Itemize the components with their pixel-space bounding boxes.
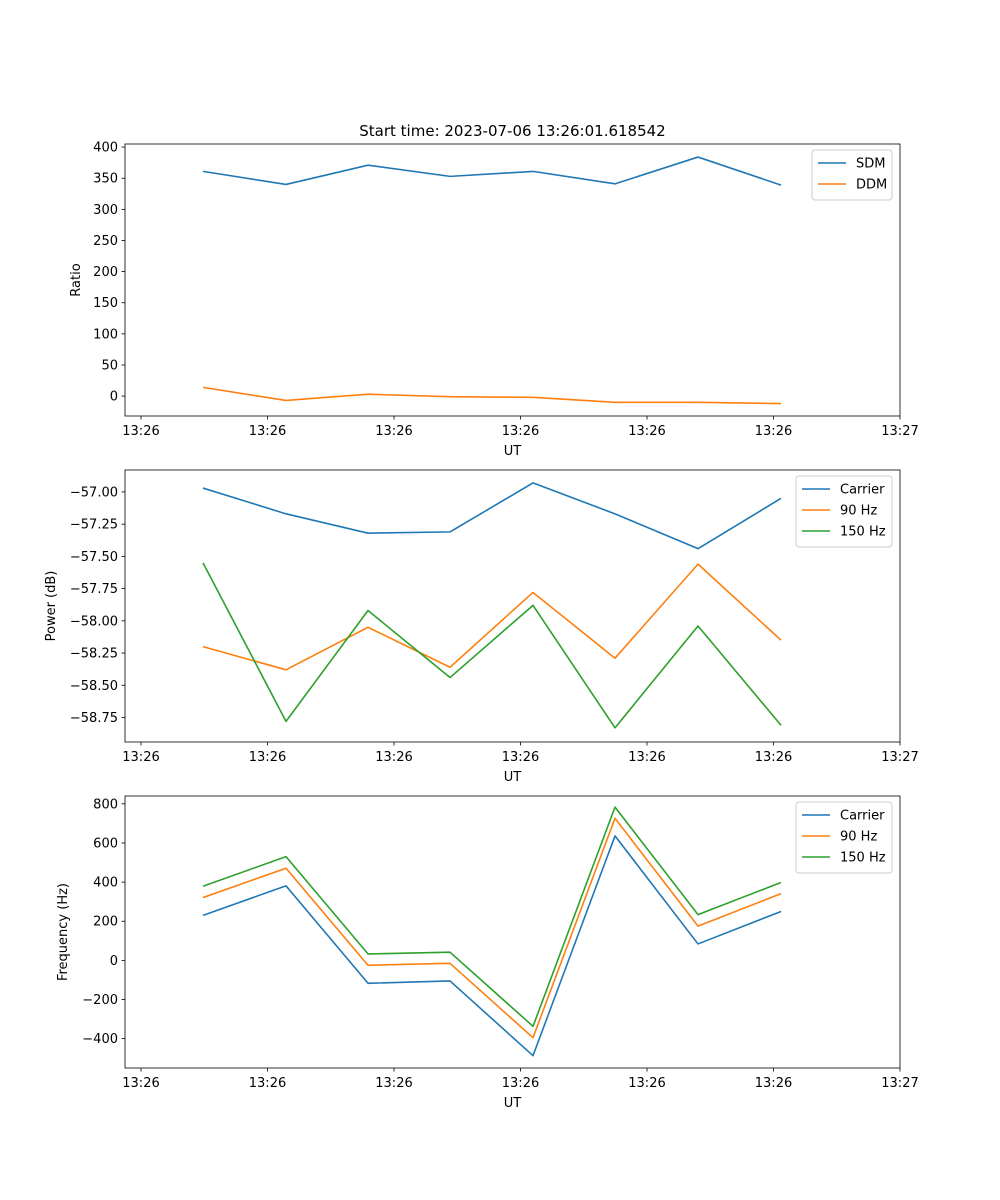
- y-tick-label: 200: [93, 265, 118, 280]
- series-line-90-hz: [202, 563, 782, 671]
- series-line-150-hz: [202, 806, 782, 1028]
- x-tick-label: 13:27: [881, 750, 918, 765]
- y-tick-label: −58.25: [70, 647, 118, 662]
- legend-label: 150 Hz: [840, 525, 886, 540]
- y-axis-label: Power (dB): [44, 571, 59, 642]
- y-tick-label: −57.75: [70, 582, 118, 597]
- x-tick-label: 13:26: [628, 750, 665, 765]
- x-axis-label: UT: [504, 770, 522, 785]
- axes-frame: [124, 143, 901, 417]
- legend: SDM DDM: [811, 149, 893, 201]
- y-axis-label: Frequency (Hz): [56, 883, 71, 981]
- y-tick-label: 0: [110, 954, 118, 969]
- legend-box: [795, 801, 893, 874]
- y-tick-label: −400: [82, 1032, 118, 1047]
- x-tick-label: 13:26: [755, 424, 792, 439]
- legend-label: Carrier: [840, 483, 885, 498]
- legend-label: DDM: [856, 178, 887, 193]
- y-tick-label: 100: [93, 327, 118, 342]
- y-axis-label: Ratio: [69, 263, 84, 296]
- legend: Carrier 90 Hz 150 Hz: [795, 475, 893, 548]
- legend-label: 90 Hz: [840, 504, 877, 519]
- x-tick-label: 13:26: [122, 750, 159, 765]
- y-tick-label: 150: [93, 296, 118, 311]
- y-tick-label: 800: [93, 797, 118, 812]
- axes-frame: [124, 795, 901, 1069]
- subplot-2: −57.00 −57.25 −57.50 −57.75 −58.00 −58.25 −58.…: [44, 469, 919, 785]
- x-tick-label: 13:26: [502, 750, 539, 765]
- legend-label: Carrier: [840, 809, 885, 824]
- legend: Carrier 90 Hz 150 Hz: [795, 801, 893, 874]
- x-tick-label: 13:27: [881, 424, 918, 439]
- x-tick-label: 13:26: [249, 424, 286, 439]
- legend-box: [795, 475, 893, 548]
- y-tick-label: −58.00: [70, 614, 118, 629]
- x-tick-label: 13:26: [375, 424, 412, 439]
- x-tick-label: 13:26: [755, 1076, 792, 1091]
- x-tick-label: 13:26: [755, 750, 792, 765]
- series-line-carrier: [202, 835, 782, 1057]
- y-tick-label: 400: [93, 141, 118, 156]
- x-tick-label: 13:26: [375, 750, 412, 765]
- subplot-1: 0 50 100 150 200 250 300 350 400 13:26 13:26 13:26 1…: [69, 141, 919, 459]
- y-tick-label: 250: [93, 234, 118, 249]
- axes-frame: [124, 469, 901, 743]
- y-tick-label: 200: [93, 915, 118, 930]
- x-tick-label: 13:26: [628, 1076, 665, 1091]
- y-tick-label: −57.25: [70, 518, 118, 533]
- x-tick-label: 13:26: [249, 1076, 286, 1091]
- y-tick-label: 600: [93, 836, 118, 851]
- legend-label: 150 Hz: [840, 851, 886, 866]
- legend-label: 90 Hz: [840, 830, 877, 845]
- y-tick-label: −57.50: [70, 550, 118, 565]
- y-tick-label: 300: [93, 203, 118, 218]
- series-line-carrier: [202, 482, 782, 550]
- x-tick-label: 13:26: [122, 424, 159, 439]
- x-tick-label: 13:26: [628, 424, 665, 439]
- x-tick-label: 13:26: [249, 750, 286, 765]
- x-tick-label: 13:26: [502, 1076, 539, 1091]
- x-tick-label: 13:27: [881, 1076, 918, 1091]
- y-tick-label: −58.50: [70, 679, 118, 694]
- y-tick-label: −58.75: [70, 711, 118, 726]
- y-tick-label: −200: [82, 993, 118, 1008]
- series-line-150-hz: [202, 562, 782, 729]
- y-tick-label: −57.00: [70, 485, 118, 500]
- series-line-90-hz: [202, 817, 782, 1039]
- x-axis-label: UT: [504, 444, 522, 459]
- x-axis-label: UT: [504, 1096, 522, 1111]
- y-tick-label: 50: [101, 358, 118, 373]
- series-line-sdm: [202, 156, 782, 186]
- figure-title: Start time: 2023-07-06 13:26:01.618542: [359, 122, 665, 140]
- y-tick-label: 350: [93, 172, 118, 187]
- series-line-ddm: [202, 386, 782, 405]
- x-tick-label: 13:26: [502, 424, 539, 439]
- subplot-3: 800 600 400 200 0 −200 −400 13:26 13:26 13:26 13:2…: [56, 795, 919, 1111]
- x-tick-label: 13:26: [122, 1076, 159, 1091]
- y-tick-label: 0: [110, 390, 118, 405]
- legend-label: SDM: [856, 157, 885, 172]
- y-tick-label: 400: [93, 876, 118, 891]
- x-tick-label: 13:26: [375, 1076, 412, 1091]
